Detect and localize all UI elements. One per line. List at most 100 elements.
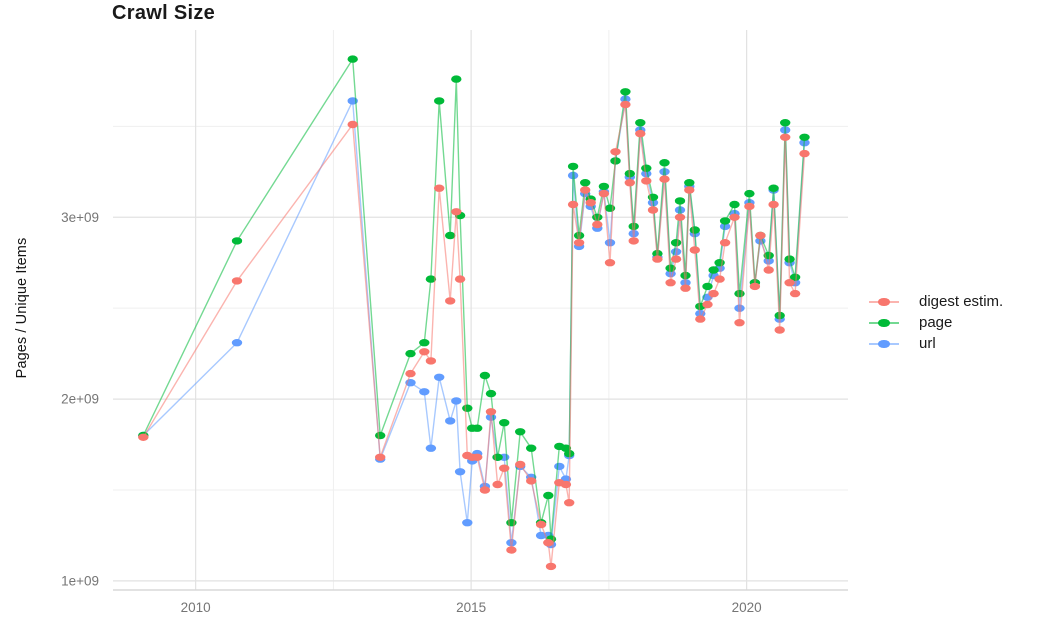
legend-label: page (919, 314, 953, 331)
x-tick-label: 2015 (456, 600, 486, 615)
data-point-page (714, 259, 725, 267)
data-point-digestestim (564, 499, 575, 507)
data-point-page (515, 428, 526, 436)
data-point-digestestim (492, 480, 503, 489)
data-point-page (598, 182, 610, 191)
data-point-digestestim (708, 289, 719, 298)
data-point-page (479, 371, 491, 380)
data-point-page (719, 217, 731, 225)
data-point-page (499, 419, 510, 427)
data-point-digestestim (647, 206, 659, 214)
data-point-page (768, 184, 779, 192)
data-point-digestestim (526, 477, 537, 485)
legend: digest estim. page url (869, 293, 1003, 352)
data-point-digestestim (755, 231, 766, 240)
data-point-digestestim (714, 275, 725, 283)
data-point-page (472, 424, 483, 432)
data-point-digestestim (499, 464, 510, 472)
data-point-page (405, 349, 416, 358)
data-point-digestestim (425, 357, 437, 365)
data-point-digestestim (684, 186, 695, 194)
chart-title: Crawl Size (112, 2, 216, 24)
data-point-page (445, 231, 456, 240)
data-point-digestestim (789, 289, 801, 298)
data-point-digestestim (598, 189, 610, 198)
series-line-digestestim (142, 103, 806, 568)
data-point-digestestim (347, 120, 358, 129)
data-point-url (451, 397, 462, 405)
x-tick-label: 2020 (732, 600, 762, 615)
legend-label: url (919, 335, 936, 352)
data-point-page (604, 204, 616, 212)
data-point-page (744, 189, 755, 198)
data-point-url (462, 519, 473, 527)
legend-item-page: page (869, 314, 1003, 331)
y-tick-label: 1e+09 (61, 573, 99, 588)
data-point-digestestim (375, 453, 386, 461)
data-point-page (347, 55, 358, 63)
data-point-page (580, 179, 591, 187)
data-point-url (554, 462, 565, 471)
data-point-digestestim (665, 279, 676, 287)
data-point-page (628, 222, 639, 231)
data-point-digestestim (506, 546, 517, 554)
data-point-digestestim (749, 282, 761, 291)
data-point-digestestim (628, 237, 639, 245)
data-point-digestestim (580, 186, 591, 194)
data-point-page (784, 255, 795, 263)
data-point-digestestim (560, 480, 572, 489)
data-point-page (567, 162, 579, 171)
data-point-digestestim (659, 175, 670, 183)
data-point-page (485, 389, 497, 398)
y-tick-label: 2e+09 (61, 392, 99, 407)
data-point-page (674, 197, 686, 205)
data-point-digestestim (784, 279, 795, 287)
data-point-page (729, 200, 740, 209)
data-point-digestestim (652, 255, 663, 263)
data-point-digestestim (641, 177, 652, 185)
data-point-url (419, 388, 430, 396)
data-point-digestestim (689, 246, 700, 254)
data-point-digestestim (515, 460, 526, 469)
y-tick-label: 3e+09 (61, 210, 99, 225)
data-point-page (231, 237, 243, 245)
data-point-page (799, 133, 810, 141)
data-point-digestestim (768, 200, 779, 209)
data-point-digestestim (780, 133, 791, 141)
data-point-url (445, 417, 456, 425)
y-axis-title: Pages / Unique Items (14, 237, 30, 379)
data-point-digestestim (472, 453, 483, 461)
legend-item-url: url (869, 335, 1003, 352)
data-point-page (526, 444, 537, 452)
series-line-url (142, 98, 806, 546)
data-point-digestestim (695, 315, 706, 323)
data-point-digestestim (567, 200, 579, 209)
data-point-page (451, 75, 462, 83)
data-point-url (434, 373, 445, 381)
x-tick-label: 2010 (181, 600, 211, 615)
data-point-digestestim (485, 408, 497, 416)
legend-key-icon (869, 337, 899, 351)
data-point-digestestim (454, 275, 466, 283)
data-point-digestestim (231, 277, 243, 285)
data-point-digestestim (535, 520, 547, 529)
data-point-digestestim (674, 213, 686, 221)
data-point-digestestim (680, 284, 691, 292)
data-point-page (620, 88, 631, 96)
data-point-digestestim (734, 319, 745, 327)
data-point-digestestim (670, 255, 682, 263)
data-point-page (734, 289, 745, 298)
data-point-page (375, 431, 386, 440)
data-point-page (635, 119, 646, 127)
data-point-digestestim (451, 208, 462, 216)
data-point-page (641, 164, 652, 172)
data-point-url (604, 239, 616, 247)
data-point-digestestim (573, 239, 585, 247)
data-point-page (543, 491, 554, 500)
data-point-digestestim (479, 486, 491, 494)
legend-item-digestestim: digest estim. (869, 293, 1003, 310)
data-point-digestestim (635, 129, 646, 138)
data-point-page (789, 273, 801, 281)
data-point-digestestim (729, 213, 740, 221)
